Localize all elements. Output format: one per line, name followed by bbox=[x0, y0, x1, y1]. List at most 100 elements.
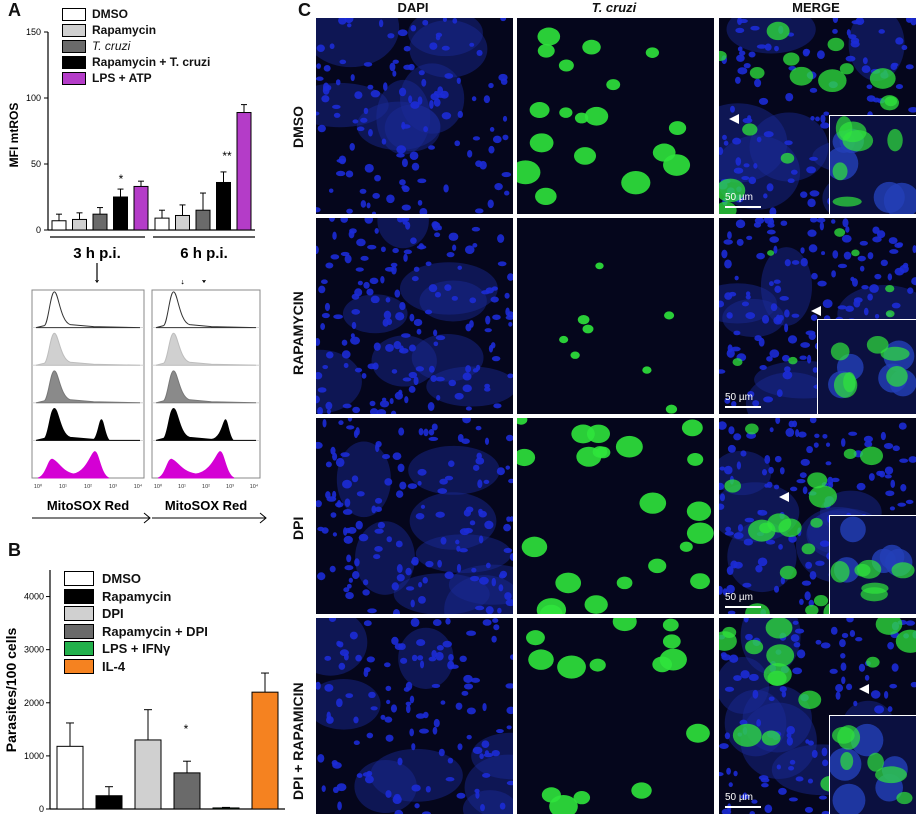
nucleus bbox=[719, 743, 729, 749]
bar bbox=[92, 213, 108, 231]
nucleus bbox=[784, 309, 790, 318]
nucleus bbox=[485, 606, 494, 614]
nucleus bbox=[399, 345, 404, 353]
nucleus bbox=[812, 367, 818, 373]
bar bbox=[95, 795, 123, 810]
micrograph-canvas bbox=[517, 418, 714, 614]
nucleus bbox=[764, 218, 774, 224]
nucleus bbox=[853, 700, 858, 707]
nucleus bbox=[338, 662, 346, 670]
nucleus bbox=[346, 23, 352, 28]
arrowhead-icon bbox=[859, 684, 869, 694]
nucleus bbox=[433, 98, 441, 107]
nucleus bbox=[727, 231, 732, 240]
nuclei-haze bbox=[419, 280, 487, 322]
nucleus bbox=[895, 37, 904, 45]
nucleus bbox=[345, 170, 354, 178]
nucleus bbox=[888, 237, 898, 244]
parasite-cluster bbox=[763, 663, 792, 686]
nucleus bbox=[366, 202, 371, 209]
nucleus bbox=[857, 255, 866, 262]
micrograph-bg bbox=[517, 618, 714, 814]
nucleus bbox=[908, 456, 916, 463]
nucleus bbox=[825, 461, 832, 466]
nucleus bbox=[332, 104, 341, 110]
nucleus bbox=[456, 545, 461, 552]
nucleus bbox=[722, 588, 728, 596]
nucleus bbox=[741, 301, 750, 307]
parasite-cluster bbox=[595, 446, 611, 459]
nucleus bbox=[322, 419, 327, 428]
nucleus bbox=[778, 787, 787, 795]
nucleus bbox=[769, 349, 780, 358]
nucleus bbox=[316, 245, 319, 255]
nucleus bbox=[768, 281, 774, 287]
y-tick-label: 4000 bbox=[24, 592, 44, 602]
parasite-zoom bbox=[891, 562, 915, 579]
legend-swatch bbox=[62, 39, 86, 53]
nucleus bbox=[814, 433, 820, 438]
flow-tick-label: 10⁴ bbox=[134, 483, 143, 490]
nucleus bbox=[745, 291, 751, 297]
nucleus bbox=[502, 115, 508, 122]
nucleus bbox=[374, 528, 384, 534]
parasite-cluster bbox=[745, 639, 764, 655]
micrograph-canvas bbox=[517, 618, 714, 814]
nucleus bbox=[321, 312, 330, 319]
nucleus bbox=[477, 479, 483, 489]
nucleus bbox=[353, 740, 360, 746]
nucleus bbox=[734, 275, 739, 281]
nucleus bbox=[775, 418, 781, 425]
scale-bar bbox=[725, 806, 761, 808]
nucleus bbox=[398, 389, 403, 396]
nucleus bbox=[724, 686, 735, 692]
nucleus bbox=[398, 87, 407, 97]
nucleus bbox=[724, 465, 733, 475]
nuclei-haze bbox=[848, 18, 905, 81]
parasite-cluster bbox=[719, 631, 737, 651]
nucleus bbox=[446, 251, 455, 258]
nucleus bbox=[901, 45, 908, 51]
scale-label: 50 µm bbox=[725, 592, 753, 603]
nucleus bbox=[419, 660, 425, 669]
parasite-cluster bbox=[749, 66, 765, 79]
nucleus bbox=[743, 618, 749, 623]
parasite-cluster bbox=[801, 543, 816, 555]
nucleus bbox=[743, 538, 754, 546]
nucleus bbox=[864, 674, 870, 681]
parasite-cluster bbox=[549, 795, 578, 814]
nucleus bbox=[436, 93, 446, 98]
nucleus bbox=[405, 586, 415, 591]
nucleus bbox=[359, 188, 367, 194]
micrograph bbox=[316, 18, 513, 214]
nucleus bbox=[346, 583, 352, 589]
micrograph-canvas bbox=[316, 18, 513, 214]
histogram-trace bbox=[157, 451, 235, 479]
nucleus bbox=[425, 785, 431, 793]
nucleus bbox=[724, 397, 731, 404]
flow-tick-label: 10⁴ bbox=[250, 483, 259, 490]
nucleus bbox=[496, 467, 505, 476]
nucleus bbox=[339, 649, 349, 657]
nucleus bbox=[492, 135, 502, 144]
nucleus bbox=[325, 461, 332, 468]
nucleus bbox=[342, 479, 352, 489]
parasite-cluster bbox=[767, 513, 792, 533]
row-header-rapamycin: RAPAMYCIN bbox=[290, 291, 306, 375]
nucleus bbox=[498, 573, 506, 579]
nucleus bbox=[758, 775, 769, 781]
nucleus bbox=[872, 236, 882, 243]
nucleus bbox=[316, 441, 323, 449]
nucleus bbox=[391, 582, 399, 591]
nucleus bbox=[413, 266, 420, 272]
nucleus bbox=[845, 55, 856, 62]
y-tick-label: 0 bbox=[39, 804, 44, 814]
nucleus bbox=[432, 619, 442, 626]
nucleus bbox=[434, 232, 441, 238]
nucleus bbox=[466, 707, 476, 715]
nucleus bbox=[452, 18, 458, 24]
bar bbox=[175, 214, 190, 231]
nucleus bbox=[779, 686, 787, 693]
nucleus bbox=[416, 328, 422, 335]
nucleus bbox=[821, 747, 828, 757]
